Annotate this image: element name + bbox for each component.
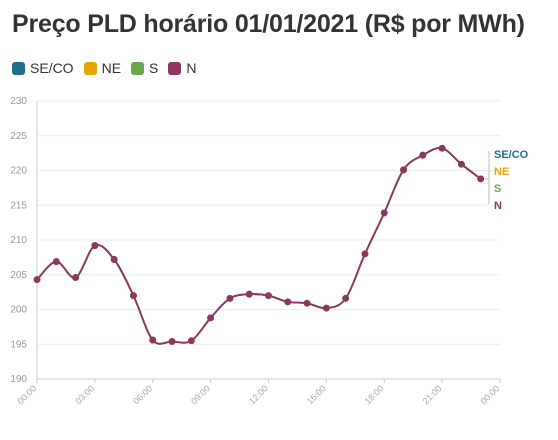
x-tick-label: 00:00: [478, 383, 501, 406]
data-point-n: [380, 209, 388, 217]
y-tick-label: 190: [10, 374, 27, 385]
legend: SE/CO NE S N: [12, 60, 197, 76]
x-tick-label: 06:00: [131, 383, 154, 406]
legend-swatch-s: [131, 61, 145, 75]
data-point-n: [265, 292, 272, 299]
end-label-n: N: [494, 200, 502, 212]
x-tick-label: 15:00: [305, 383, 328, 406]
data-point-n: [361, 250, 369, 258]
series-line-s: [36, 147, 482, 345]
y-tick-label: 210: [10, 235, 27, 246]
y-tick-label: 195: [10, 339, 27, 350]
legend-label-n: N: [186, 60, 197, 76]
chart-title: Preço PLD horário 01/01/2021 (R$ por MWh…: [12, 10, 525, 38]
x-tick-label: 12:00: [247, 383, 270, 406]
legend-swatch-seco: [12, 61, 25, 75]
data-point-n: [91, 242, 99, 249]
y-tick-label: 220: [10, 166, 27, 177]
y-tick-label: 230: [10, 96, 27, 107]
data-point-n: [72, 274, 79, 281]
legend-label-seco: SE/CO: [30, 60, 74, 76]
legend-item-seco[interactable]: SE/CO: [12, 60, 74, 76]
end-label-seco: SE/CO: [494, 149, 529, 161]
series-line-ne: [36, 147, 482, 345]
data-point-n: [245, 290, 253, 298]
data-point-n: [33, 276, 41, 284]
legend-item-ne[interactable]: NE: [83, 60, 122, 76]
end-label-ne: NE: [494, 166, 509, 178]
legend-swatch-ne: [83, 61, 97, 75]
data-point-n: [342, 294, 350, 302]
data-point-n: [438, 144, 446, 152]
data-point-n: [322, 304, 330, 312]
legend-swatch-n: [168, 61, 182, 75]
data-point-n: [458, 160, 465, 168]
y-tick-label: 205: [10, 270, 27, 281]
data-point-n: [226, 294, 234, 302]
data-point-n: [419, 151, 427, 159]
data-point-n: [284, 298, 292, 306]
data-point-n: [207, 314, 215, 322]
series-line-n: [36, 147, 482, 345]
data-point-n: [187, 337, 195, 345]
x-tick-label: 03:00: [73, 383, 96, 406]
data-point-n: [110, 256, 118, 263]
data-point-n: [168, 338, 176, 345]
data-point-n: [52, 258, 60, 265]
legend-label-s: S: [149, 60, 159, 76]
data-point-n: [477, 175, 485, 183]
data-point-n: [130, 292, 137, 299]
legend-item-n[interactable]: N: [168, 60, 197, 76]
series-line-seco: [36, 147, 482, 345]
x-tick-label: 00:00: [15, 383, 38, 406]
legend-item-s[interactable]: S: [131, 60, 158, 76]
legend-label-ne: NE: [101, 60, 122, 76]
y-tick-label: 225: [10, 131, 27, 142]
data-point-n: [303, 299, 311, 307]
data-point-n: [149, 336, 157, 344]
y-tick-label: 215: [10, 200, 27, 211]
x-tick-label: 21:00: [421, 383, 444, 406]
y-tick-label: 200: [10, 305, 27, 316]
x-tick-label: 18:00: [363, 383, 386, 406]
x-tick-label: 09:00: [189, 383, 212, 406]
data-point-n: [400, 166, 407, 174]
end-label-s: S: [494, 183, 501, 195]
